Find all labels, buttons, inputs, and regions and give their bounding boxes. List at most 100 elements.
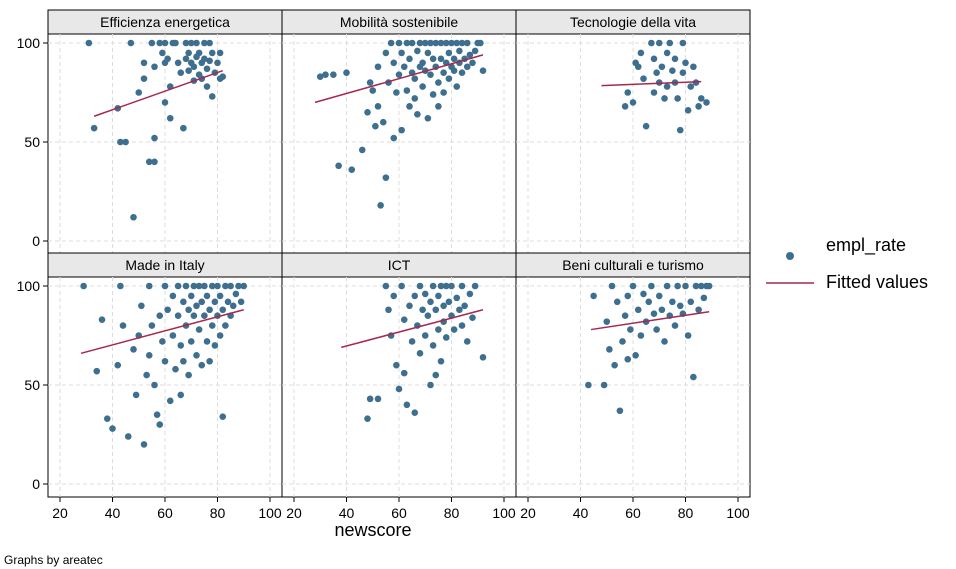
data-point	[177, 391, 185, 399]
data-point	[700, 294, 708, 302]
data-point	[117, 282, 124, 290]
data-point	[227, 282, 234, 290]
data-point	[159, 338, 166, 345]
data-point	[674, 95, 681, 102]
panel-strip	[281, 9, 517, 35]
data-point	[655, 292, 663, 300]
data-point	[695, 103, 702, 110]
data-point	[161, 39, 169, 47]
data-point	[366, 79, 374, 86]
data-point	[198, 298, 206, 306]
data-point	[369, 87, 377, 94]
data-point	[666, 39, 674, 47]
data-point	[419, 83, 426, 90]
data-point	[153, 411, 161, 419]
data-point	[590, 292, 597, 300]
panel-strip	[281, 252, 517, 278]
data-point	[682, 282, 689, 290]
panel-plot-area	[281, 33, 517, 254]
data-point	[469, 59, 476, 67]
data-point	[437, 55, 445, 63]
data-point	[414, 47, 421, 55]
data-point	[159, 49, 166, 57]
data-point	[627, 326, 634, 333]
data-point	[180, 357, 187, 365]
x-tick-label: 40	[105, 505, 121, 521]
panel-title: Mobilità sostenibile	[340, 14, 458, 30]
data-point	[421, 290, 429, 298]
data-point	[429, 342, 437, 349]
data-point	[203, 83, 211, 90]
panel-title: Tecnologie della vita	[570, 14, 696, 30]
data-point	[377, 202, 384, 209]
data-point	[222, 282, 229, 290]
data-point	[85, 39, 93, 47]
data-point	[637, 332, 645, 339]
data-point	[103, 415, 111, 422]
data-point	[232, 290, 240, 298]
panel-plot-area	[515, 33, 751, 254]
data-point	[690, 373, 697, 381]
data-point	[669, 298, 676, 306]
data-point	[697, 282, 705, 290]
data-point	[403, 87, 411, 94]
data-point	[435, 103, 442, 110]
data-point	[419, 306, 426, 314]
data-point	[432, 371, 440, 379]
data-point	[161, 357, 169, 365]
data-point	[379, 118, 387, 126]
data-point	[187, 338, 195, 345]
panel-strip	[47, 9, 283, 35]
data-point	[164, 55, 171, 63]
data-point	[208, 49, 216, 57]
data-point	[661, 338, 668, 345]
data-point	[195, 282, 203, 290]
y-tick-label: 50	[24, 134, 40, 150]
data-point	[364, 415, 371, 422]
data-point	[172, 365, 179, 373]
data-point	[676, 302, 684, 310]
data-point	[382, 49, 390, 57]
data-point	[372, 122, 379, 130]
data-point	[429, 55, 437, 63]
data-point	[198, 361, 206, 369]
data-point	[466, 51, 474, 59]
data-point	[624, 355, 632, 363]
data-point	[216, 292, 224, 300]
data-point	[364, 109, 371, 116]
data-point	[169, 332, 177, 339]
data-point	[195, 49, 203, 57]
data-point	[180, 124, 187, 132]
data-point	[132, 391, 140, 399]
data-point	[416, 282, 424, 290]
data-point	[148, 322, 156, 329]
data-point	[445, 75, 453, 82]
data-point	[190, 63, 198, 71]
data-point	[427, 298, 434, 306]
data-point	[403, 401, 411, 409]
data-point	[424, 114, 432, 122]
data-point	[151, 63, 158, 71]
data-point	[663, 49, 671, 57]
data-point	[453, 83, 461, 90]
data-point	[156, 421, 164, 428]
data-point	[201, 282, 208, 290]
data-point	[169, 292, 177, 300]
x-tick-label: 60	[391, 505, 407, 521]
data-point	[600, 381, 608, 389]
data-point	[408, 39, 416, 47]
data-point	[669, 67, 676, 75]
data-point	[395, 39, 403, 47]
data-point	[705, 282, 713, 290]
data-point	[208, 282, 216, 290]
data-point	[653, 69, 660, 76]
data-point	[632, 352, 639, 359]
data-point	[237, 298, 245, 306]
data-point	[122, 138, 129, 146]
data-point	[390, 59, 398, 67]
data-point	[406, 103, 413, 110]
panel-title: ICT	[388, 257, 411, 273]
data-point	[427, 71, 434, 78]
data-point	[679, 69, 687, 76]
